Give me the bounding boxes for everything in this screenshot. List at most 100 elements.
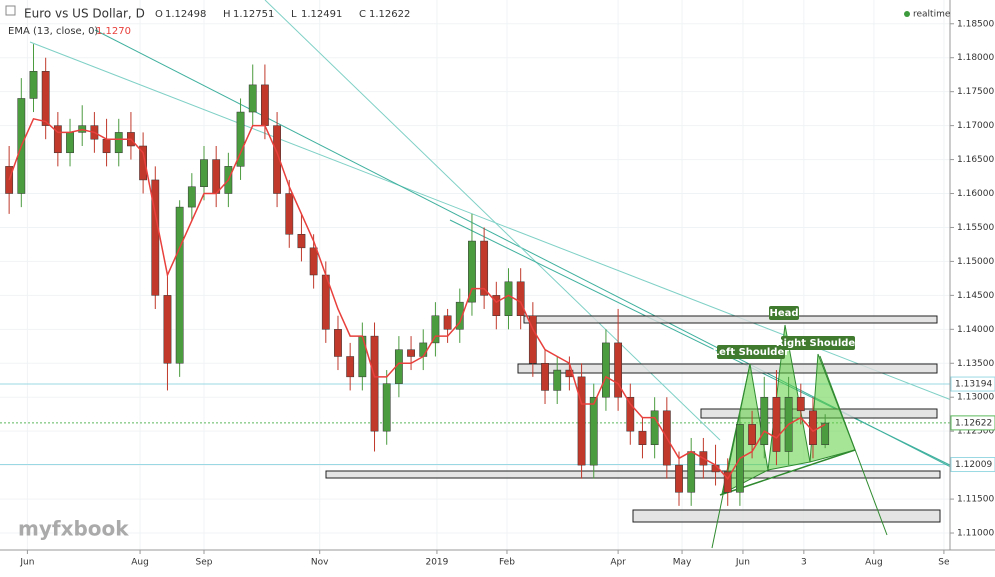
candle-body xyxy=(370,335,379,432)
candle-body xyxy=(614,342,623,398)
candle-body xyxy=(528,315,537,364)
candle-body xyxy=(589,396,598,466)
price-tag xyxy=(950,415,995,431)
y-tick-label: 1.18500 xyxy=(957,19,994,29)
candle-body xyxy=(577,376,586,466)
price-tag-label: 1.12622 xyxy=(955,418,992,428)
candle-body xyxy=(443,315,452,330)
symbol-title: Euro vs US Dollar, D xyxy=(24,7,145,21)
candle-body xyxy=(163,295,172,364)
status-dot xyxy=(904,11,910,17)
candle-body xyxy=(480,240,489,296)
y-tick-label: 1.15500 xyxy=(957,223,994,233)
annotation: Left Shoulder xyxy=(713,347,789,358)
ohlc-label: H xyxy=(223,9,231,20)
collapse-icon[interactable] xyxy=(5,5,16,16)
trend-line xyxy=(449,219,961,471)
ohlc-label: L xyxy=(291,9,297,20)
x-tick-label: Aug xyxy=(131,558,149,568)
x-tick-label: 2019 xyxy=(425,558,448,568)
y-tick-label: 1.14500 xyxy=(957,291,994,301)
status: realtime xyxy=(913,10,951,20)
pattern-line xyxy=(819,355,888,536)
candle-body xyxy=(273,125,281,194)
y-tick-label: 1.14000 xyxy=(957,325,994,335)
annotation-box xyxy=(717,345,785,359)
annotation-box xyxy=(781,336,855,350)
candle-body xyxy=(236,111,245,167)
ema-line xyxy=(8,117,826,480)
y-tick-label: 1.15000 xyxy=(957,257,994,267)
x-tick-label: 3 xyxy=(801,558,807,568)
candle-body xyxy=(687,451,696,493)
annotation: Head xyxy=(769,308,798,319)
y-tick-label: 1.16500 xyxy=(957,155,994,165)
candle-body xyxy=(334,329,342,357)
x-tick-label: Nov xyxy=(311,558,329,568)
candle-body xyxy=(723,471,732,493)
candle-body xyxy=(248,84,257,113)
x-tick-label: Feb xyxy=(499,558,515,568)
x-tick-label: Apr xyxy=(610,558,626,568)
candle-body xyxy=(102,138,111,154)
x-tick-label: Jun xyxy=(735,558,750,568)
candle-body xyxy=(66,132,74,154)
zone-box xyxy=(325,470,941,479)
price-axis xyxy=(950,0,995,573)
pattern-shape xyxy=(809,353,856,463)
candle-body xyxy=(175,206,184,364)
zone-box xyxy=(517,363,938,374)
candle-body xyxy=(53,125,62,154)
candle-body xyxy=(309,247,318,276)
x-tick-label: Sep xyxy=(196,558,213,568)
candle-body xyxy=(455,301,464,330)
candle-body xyxy=(492,295,501,316)
candle-body xyxy=(675,464,683,493)
indicator-name: EMA (13, close, 0) xyxy=(8,26,98,37)
candle-body xyxy=(346,356,355,378)
ohlc-label: C xyxy=(359,9,366,20)
candle-body xyxy=(187,186,196,208)
candle-body xyxy=(821,422,830,446)
candle-body xyxy=(41,71,50,126)
zone-box xyxy=(632,509,941,523)
trend-line xyxy=(29,41,991,416)
y-tick-label: 1.13500 xyxy=(957,359,994,369)
y-tick-label: 1.11500 xyxy=(957,495,994,505)
candle-body xyxy=(29,71,38,99)
ohlc-label: O xyxy=(155,9,163,20)
candle-body xyxy=(285,193,294,235)
candle-body xyxy=(212,159,221,194)
ohlc-value: 1.12622 xyxy=(369,9,410,20)
annotation-box xyxy=(769,306,799,320)
candle-body xyxy=(650,410,659,446)
x-tick-label: Aug xyxy=(865,558,883,568)
y-tick-label: 1.16000 xyxy=(957,189,994,199)
pattern-shape xyxy=(721,363,769,495)
candle-body xyxy=(772,396,781,452)
pattern-line xyxy=(711,363,751,549)
x-tick-label: May xyxy=(673,558,692,568)
candle-body xyxy=(504,281,513,316)
ohlc-value: 1.12751 xyxy=(233,9,274,20)
candle-body xyxy=(139,145,148,181)
price-tag xyxy=(950,457,995,473)
candle-body xyxy=(516,281,525,316)
candle-body xyxy=(407,349,415,357)
watermark: myfxbook xyxy=(18,517,129,541)
candle-body xyxy=(760,396,769,446)
ohlc-value: 1.12498 xyxy=(165,9,206,20)
candle-body xyxy=(748,424,756,446)
price-tag-label: 1.12009 xyxy=(955,460,992,470)
y-tick-label: 1.17500 xyxy=(957,87,994,97)
y-tick-label: 1.18000 xyxy=(957,53,994,63)
candle-body xyxy=(468,240,476,303)
axes: 1.110001.115001.120001.125001.130001.135… xyxy=(19,19,995,568)
y-tick-label: 1.13000 xyxy=(957,393,994,403)
candle-body xyxy=(602,342,610,398)
candle-body xyxy=(638,430,647,446)
candle-body xyxy=(297,234,306,249)
y-tick-label: 1.17000 xyxy=(957,121,994,131)
